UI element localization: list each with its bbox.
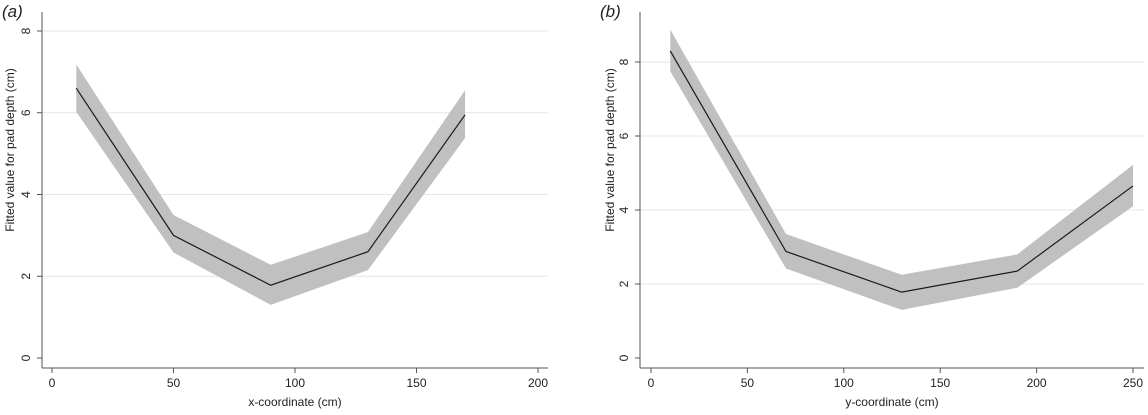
x-tick-label: 200 [1027,376,1047,390]
confidence-band-layer [76,64,466,305]
x-tick-label: 0 [49,376,56,390]
x-axis-title: x-coordinate (cm) [248,395,341,409]
y-tick-label: 0 [617,354,631,361]
fitted-line-layer [669,50,1134,293]
y-tick-label: 4 [19,191,33,198]
x-tick-label: 50 [167,376,181,390]
y-tick-label: 8 [19,27,33,34]
x-tick-label: 100 [285,376,305,390]
y-tick-label: 4 [617,206,631,213]
y-tick-label: 6 [617,132,631,139]
x-tick-label: 200 [528,376,548,390]
y-axis-title: Fitted value for pad depth (cm) [3,68,17,231]
confidence-band [670,29,1133,310]
panel-b: (b) 0 50 100 150 200 250 0 2 4 6 8 y-coordinate (c… [600,2,1144,409]
confidence-band-layer [670,29,1133,310]
axes: 0 50 100 150 200 250 0 2 4 6 8 [617,12,1144,390]
panel-label: (a) [2,2,23,21]
x-tick-label: 100 [834,376,854,390]
x-tick-label: 0 [648,376,655,390]
confidence-band [76,64,466,305]
y-tick-label: 2 [617,280,631,287]
y-tick-label: 2 [19,273,33,280]
panel-label: (b) [600,2,621,21]
y-tick-label: 0 [19,354,33,361]
x-tick-label: 50 [741,376,755,390]
x-tick-label: 150 [406,376,426,390]
axes: 0 50 100 150 200 0 2 4 6 8 [19,12,548,390]
x-axis-title: y-coordinate (cm) [845,395,938,409]
y-tick-label: 8 [617,58,631,65]
x-tick-label: 250 [1123,376,1143,390]
y-tick-label: 6 [19,109,33,116]
x-tick-label: 150 [930,376,950,390]
fitted-line [669,50,1134,293]
fitted-line-layer [75,87,466,286]
y-axis-title: Fitted value for pad depth (cm) [603,68,617,231]
